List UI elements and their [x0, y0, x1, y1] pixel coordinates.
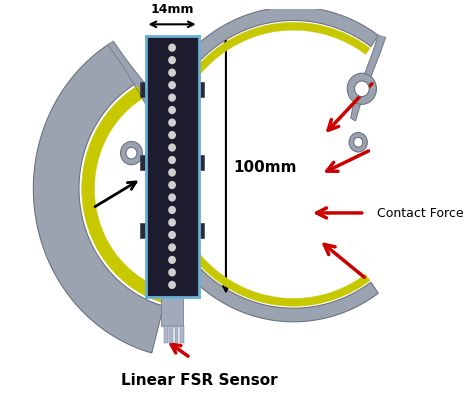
Circle shape — [169, 157, 175, 164]
Text: 14mm: 14mm — [150, 2, 194, 16]
PathPatch shape — [146, 8, 378, 322]
Circle shape — [169, 145, 175, 152]
Circle shape — [147, 100, 174, 130]
Circle shape — [169, 194, 175, 201]
Circle shape — [354, 138, 363, 148]
Bar — [175, 326, 179, 343]
Text: Linear FSR Sensor: Linear FSR Sensor — [121, 373, 278, 387]
Bar — [169, 326, 173, 343]
Polygon shape — [351, 36, 385, 122]
Circle shape — [169, 83, 175, 89]
PathPatch shape — [82, 87, 167, 304]
Bar — [199, 223, 204, 239]
Bar — [164, 326, 167, 343]
Circle shape — [169, 282, 175, 289]
Circle shape — [169, 132, 175, 139]
Circle shape — [169, 182, 175, 189]
Bar — [140, 223, 146, 239]
Circle shape — [169, 245, 175, 251]
Bar — [140, 83, 146, 98]
Polygon shape — [109, 42, 173, 130]
Circle shape — [169, 107, 175, 114]
Circle shape — [126, 148, 137, 160]
PathPatch shape — [33, 42, 164, 353]
Circle shape — [349, 133, 367, 153]
Bar — [146, 37, 199, 297]
Text: Contact Force: Contact Force — [377, 207, 464, 220]
Circle shape — [169, 95, 175, 102]
Circle shape — [154, 108, 167, 122]
Text: 100mm: 100mm — [233, 159, 297, 174]
Circle shape — [169, 232, 175, 239]
Bar — [199, 155, 204, 171]
Bar — [199, 83, 204, 98]
Circle shape — [169, 207, 175, 214]
Bar — [140, 155, 146, 171]
Circle shape — [169, 45, 175, 52]
Circle shape — [169, 219, 175, 226]
Circle shape — [169, 170, 175, 176]
Circle shape — [355, 82, 369, 97]
Circle shape — [169, 257, 175, 264]
Circle shape — [120, 142, 142, 165]
Circle shape — [347, 74, 376, 105]
Bar — [180, 326, 184, 343]
Circle shape — [169, 58, 175, 65]
PathPatch shape — [160, 23, 370, 306]
Circle shape — [169, 269, 175, 276]
Bar — [161, 297, 183, 326]
Circle shape — [169, 120, 175, 127]
Circle shape — [169, 70, 175, 77]
